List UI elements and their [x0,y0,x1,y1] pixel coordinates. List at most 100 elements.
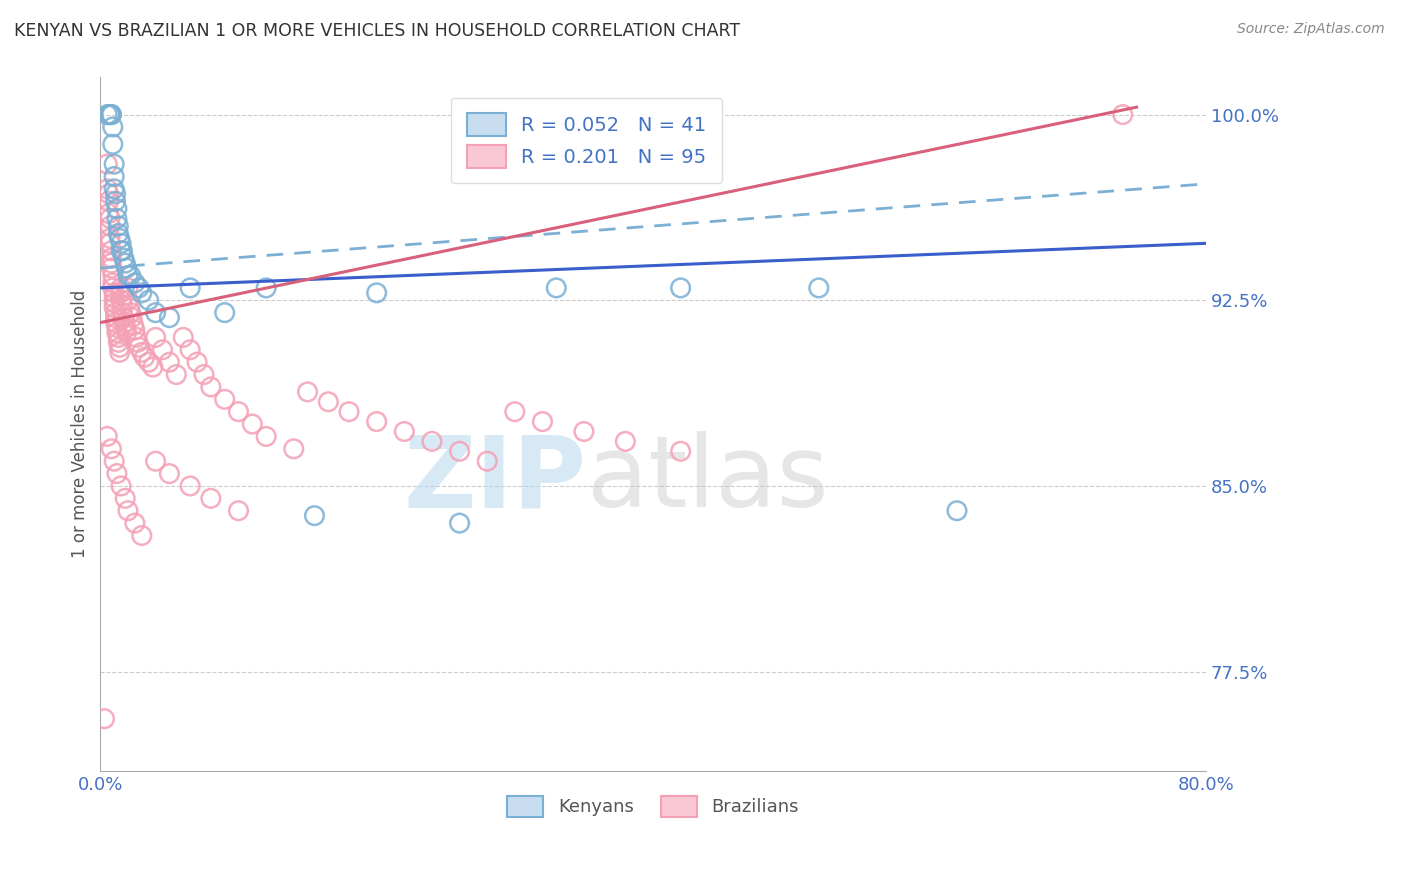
Point [108,231,131,245]
Point [103,295,125,310]
Point [337,405,360,419]
Text: ZIP: ZIP [404,431,586,528]
Point [807,281,830,295]
Point [100,107,122,121]
Point [186,355,208,369]
Point [118,301,141,315]
Point [115,261,138,276]
Point [669,444,692,458]
Point [503,405,526,419]
Point [110,281,132,295]
Point [214,306,236,320]
Point [117,504,139,518]
Point [138,355,160,369]
Point [1112,107,1135,121]
Point [111,298,134,312]
Point [179,343,201,357]
Point [172,330,194,344]
Point [98,231,121,245]
Point [112,310,135,325]
Point [107,227,129,241]
Point [100,256,122,270]
Point [100,261,122,276]
Point [145,330,167,344]
Point [110,479,132,493]
Point [93,712,115,726]
Point [546,281,568,295]
Point [114,256,136,270]
Point [112,251,135,265]
Point [103,454,125,468]
Point [228,504,250,518]
Point [124,276,146,290]
Point [105,211,128,226]
Point [103,301,125,315]
Point [531,415,554,429]
Point [100,251,122,265]
Point [111,306,134,320]
Point [104,306,127,320]
Point [101,137,124,152]
Point [97,194,120,209]
Point [105,202,128,216]
Point [366,285,388,300]
Point [420,434,443,449]
Point [131,285,153,300]
Point [104,310,127,325]
Point [193,368,215,382]
Point [101,281,124,295]
Point [98,107,121,121]
Point [124,323,146,337]
Point [165,368,187,382]
Point [101,120,124,134]
Point [200,380,222,394]
Point [98,219,121,233]
Point [124,516,146,530]
Point [179,479,201,493]
Point [121,310,143,325]
Legend: Kenyans, Brazilians: Kenyans, Brazilians [501,789,806,824]
Point [103,285,125,300]
Point [283,442,305,456]
Point [98,211,121,226]
Point [105,467,128,481]
Point [107,335,129,350]
Point [110,244,132,258]
Point [100,244,122,258]
Point [110,236,132,251]
Point [145,454,167,468]
Point [107,219,129,233]
Point [122,318,145,332]
Point [115,326,138,340]
Point [449,516,471,530]
Point [159,310,181,325]
Point [97,206,120,220]
Text: Source: ZipAtlas.com: Source: ZipAtlas.com [1237,22,1385,37]
Point [98,107,121,121]
Point [200,491,222,506]
Point [125,330,148,344]
Point [97,186,120,201]
Point [669,281,692,295]
Point [131,345,153,359]
Point [110,293,132,308]
Point [138,293,160,308]
Point [101,276,124,290]
Point [152,343,174,357]
Point [572,425,595,439]
Point [128,281,150,295]
Point [254,429,277,443]
Point [98,236,121,251]
Point [366,415,388,429]
Point [105,326,128,340]
Point [228,405,250,419]
Point [394,425,416,439]
Point [104,186,127,201]
Point [96,429,118,443]
Point [103,169,125,184]
Point [103,182,125,196]
Point [159,467,181,481]
Point [134,350,156,364]
Point [117,281,139,295]
Point [114,320,136,334]
